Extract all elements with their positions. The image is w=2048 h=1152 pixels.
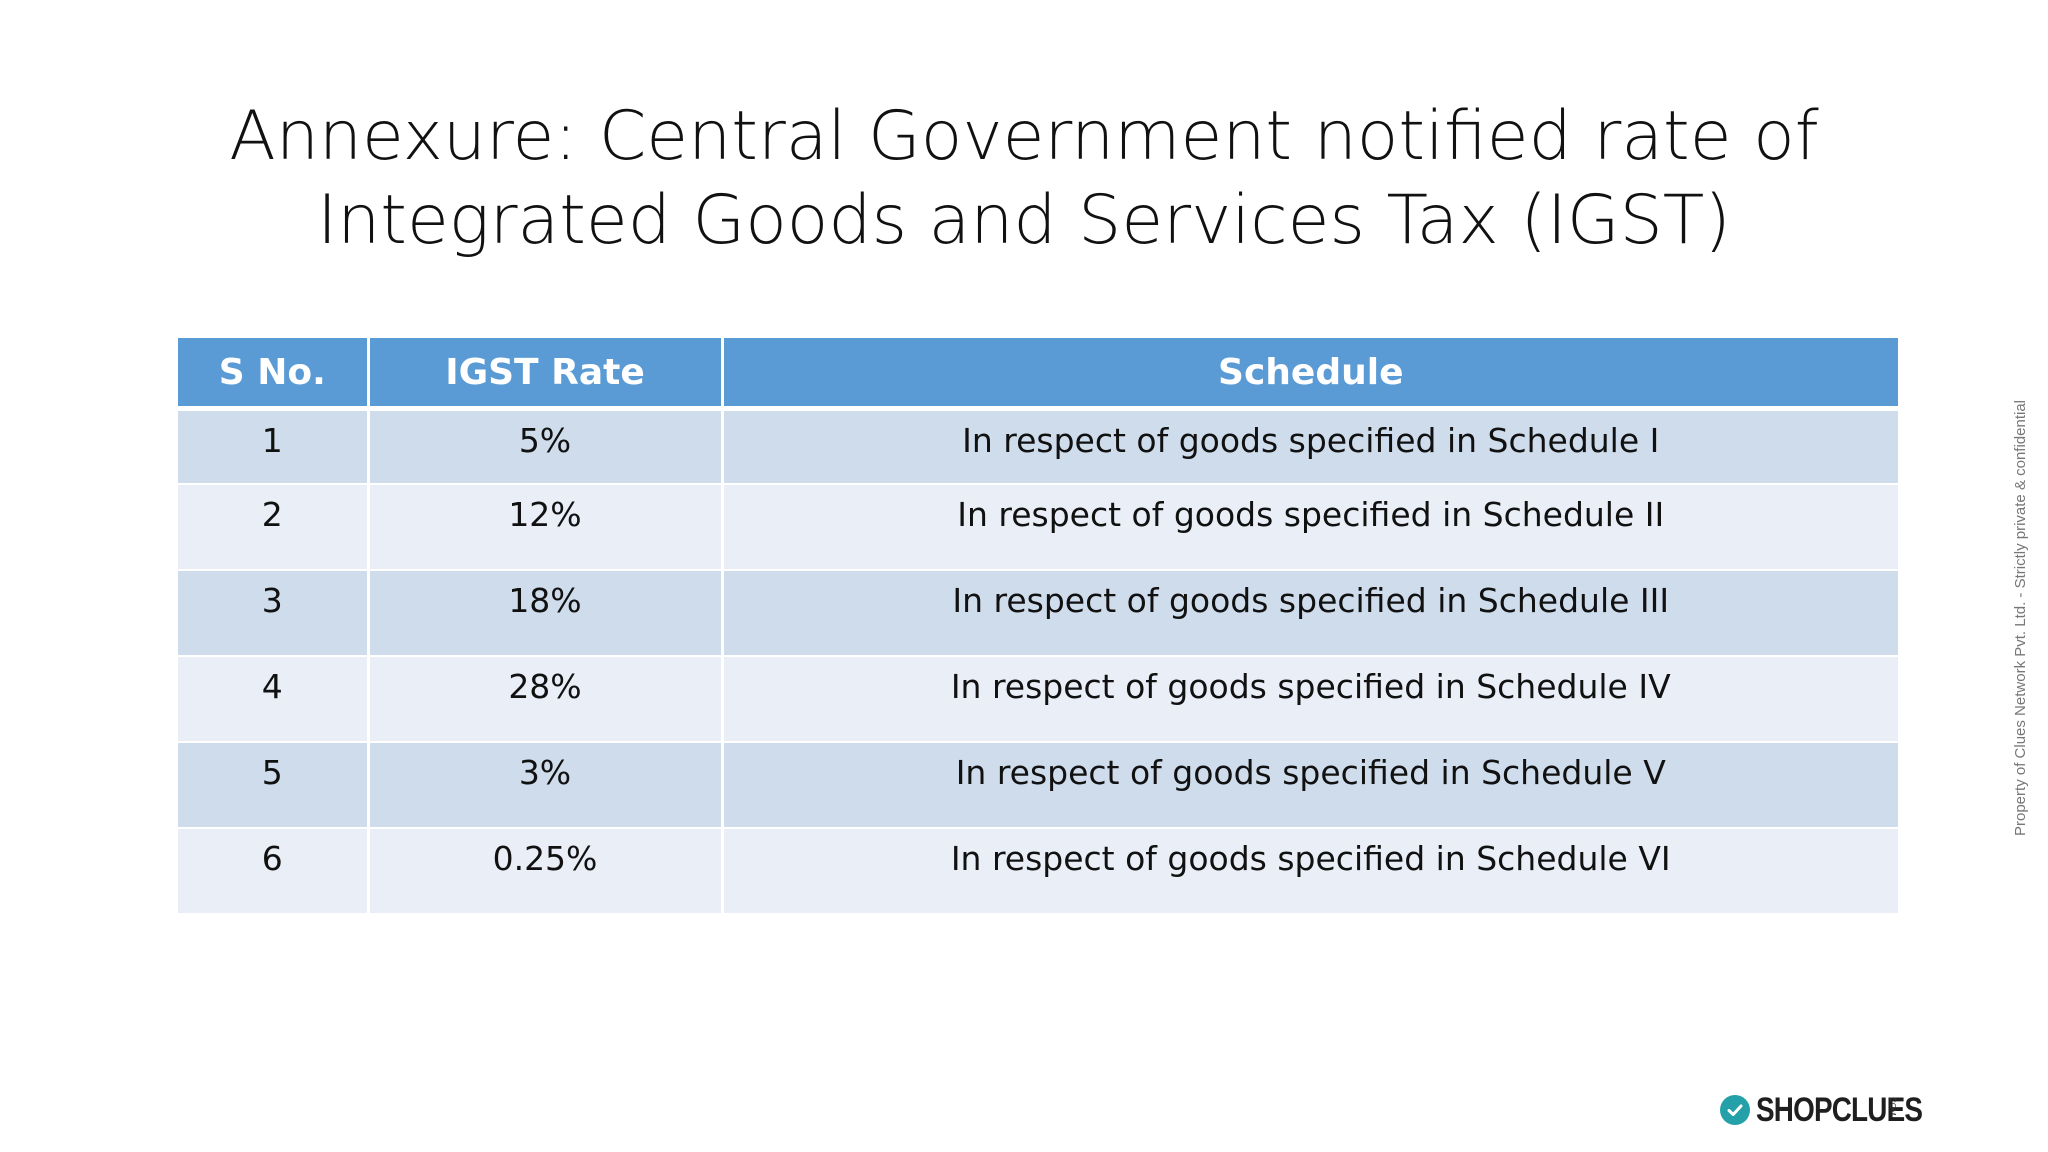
table-row: 1 5% In respect of goods specified in Sc… [178, 408, 1898, 485]
cell-igst-rate: 3% [368, 742, 724, 829]
cell-schedule: In respect of goods specified in Schedul… [722, 484, 1898, 571]
logo-suffix: COM [1888, 1097, 1897, 1116]
cell-schedule: In respect of goods specified in Schedul… [722, 570, 1898, 657]
shopclues-logo: SHOPCLUES COM [1720, 1090, 1959, 1130]
logo-text: SHOPCLUES [1756, 1090, 1923, 1129]
table-row: 3 18% In respect of goods specified in S… [178, 570, 1898, 657]
table-row: 2 12% In respect of goods specified in S… [178, 484, 1898, 571]
cell-s-no: 5 [178, 742, 370, 829]
cell-schedule: In respect of goods specified in Schedul… [722, 742, 1898, 829]
slide-title-line-2: Integrated Goods and Services Tax (IGST) [317, 181, 1731, 260]
table-row: 5 3% In respect of goods specified in Sc… [178, 742, 1898, 829]
slide-title: Annexure: Central Government notified ra… [0, 95, 2048, 263]
header-schedule: Schedule [722, 338, 1898, 411]
cell-s-no: 6 [178, 828, 370, 915]
slide-title-line-1: Annexure: Central Government notified ra… [229, 97, 1819, 176]
cell-s-no: 1 [178, 408, 370, 485]
header-igst-rate: IGST Rate [368, 338, 724, 411]
cell-igst-rate: 5% [368, 408, 724, 485]
confidentiality-note: Property of Clues Network Pvt. Ltd. - St… [2012, 400, 2029, 837]
cell-schedule: In respect of goods specified in Schedul… [722, 656, 1898, 743]
cell-igst-rate: 28% [368, 656, 724, 743]
cell-igst-rate: 12% [368, 484, 724, 571]
table-row: 4 28% In respect of goods specified in S… [178, 656, 1898, 743]
table-header-row: S No. IGST Rate Schedule [178, 338, 1898, 411]
cell-s-no: 3 [178, 570, 370, 657]
cell-s-no: 2 [178, 484, 370, 571]
checkmark-circle-icon [1720, 1095, 1750, 1125]
cell-s-no: 4 [178, 656, 370, 743]
header-s-no: S No. [178, 338, 370, 411]
cell-igst-rate: 18% [368, 570, 724, 657]
cell-schedule: In respect of goods specified in Schedul… [722, 408, 1898, 485]
igst-rate-table: S No. IGST Rate Schedule 1 5% In respect… [178, 338, 1898, 915]
cell-igst-rate: 0.25% [368, 828, 724, 915]
cell-schedule: In respect of goods specified in Schedul… [722, 828, 1898, 915]
table-row: 6 0.25% In respect of goods specified in… [178, 828, 1898, 915]
